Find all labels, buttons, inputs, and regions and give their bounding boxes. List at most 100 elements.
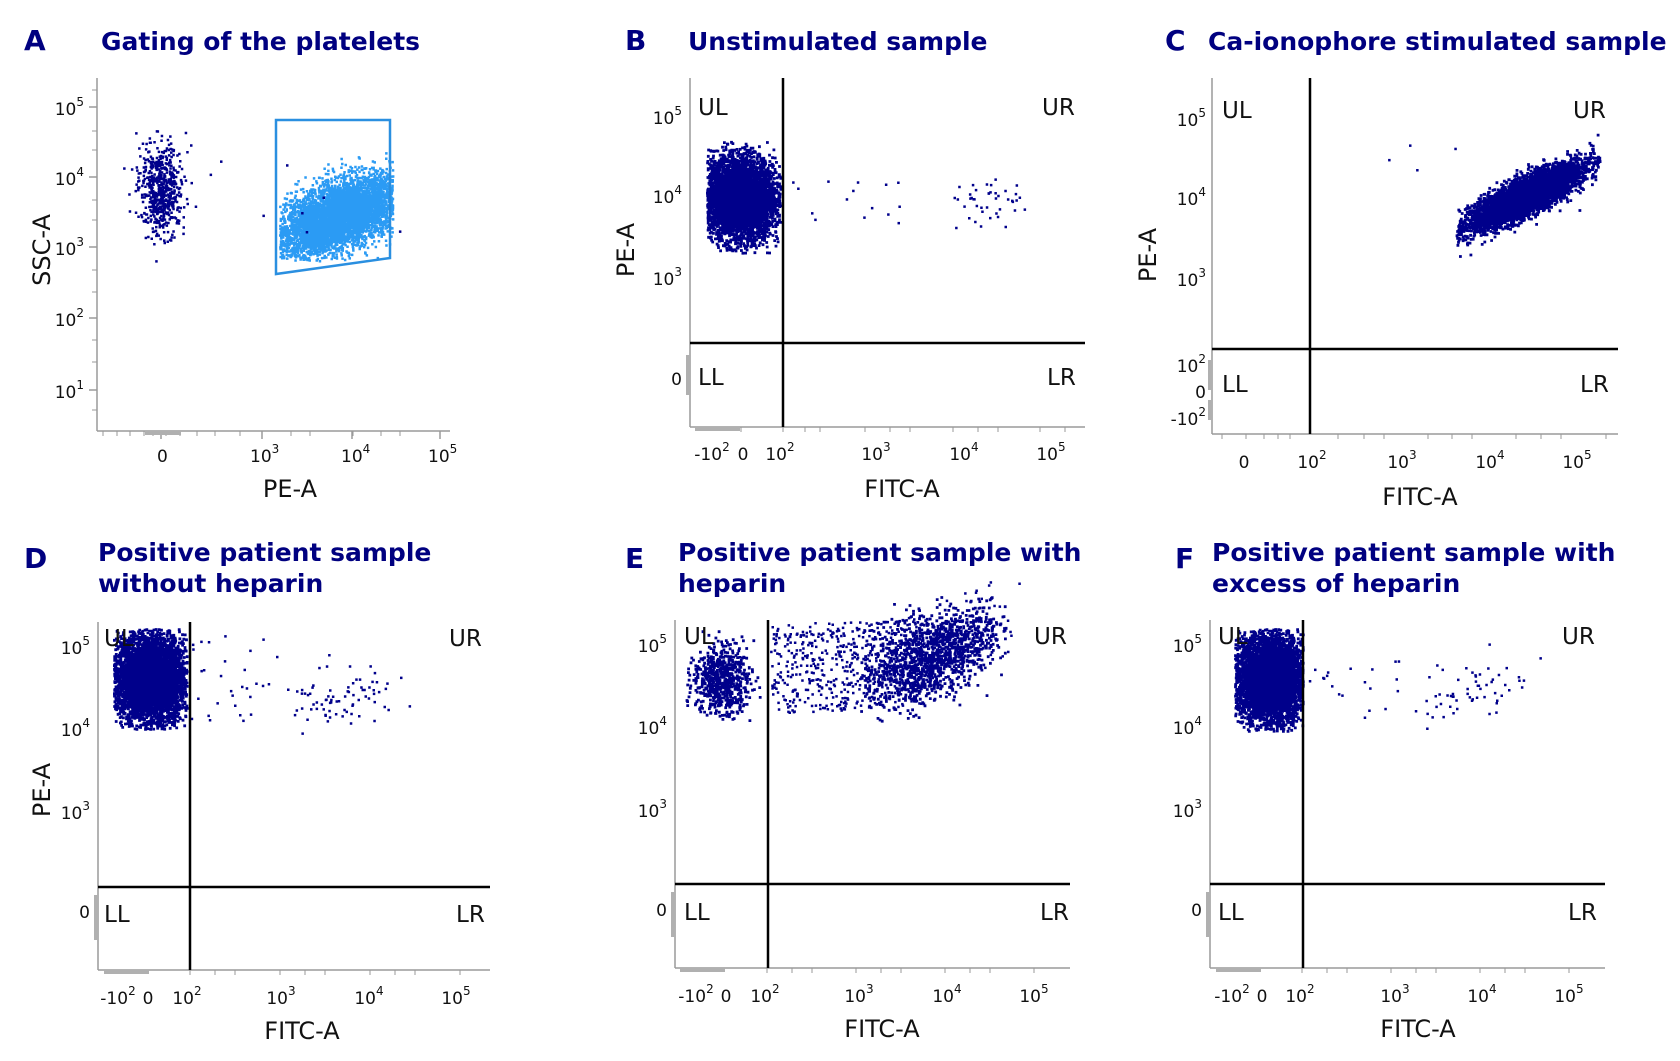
scatter-point xyxy=(776,629,779,633)
scatter-point xyxy=(796,632,799,635)
scatter-point xyxy=(783,633,787,636)
scatter-point xyxy=(843,650,846,654)
scatter-point xyxy=(840,634,843,638)
scatter-point xyxy=(144,236,148,240)
scatter-point xyxy=(173,236,176,239)
scatter-point xyxy=(789,633,792,636)
scatter-point xyxy=(897,687,900,690)
scatter-point xyxy=(842,701,846,705)
svg-text:105: 105 xyxy=(1036,440,1065,465)
scatter-point xyxy=(328,654,331,657)
scatter-point xyxy=(849,663,852,667)
scatter-point xyxy=(822,632,825,635)
scatter-point xyxy=(849,621,853,624)
scatter-point xyxy=(804,654,807,658)
scatter-point xyxy=(910,700,913,703)
scatter-point xyxy=(897,672,900,676)
scatter-point xyxy=(1388,158,1391,162)
svg-text:103: 103 xyxy=(1177,266,1206,291)
scatter-point xyxy=(923,686,926,689)
scatter-point xyxy=(786,703,789,706)
scatter-point xyxy=(919,677,923,680)
scatter-point xyxy=(779,676,783,679)
scatter-point xyxy=(224,635,227,638)
scatter-point xyxy=(870,695,874,699)
quadrant-label-ll: LL xyxy=(684,900,710,926)
scatter-point xyxy=(772,637,775,640)
scatter-point xyxy=(870,653,873,657)
scatter-point xyxy=(819,679,822,682)
scatter-point xyxy=(852,637,855,641)
scatter-point xyxy=(802,647,805,650)
scatter-point xyxy=(249,713,253,716)
scatter-point xyxy=(801,642,804,646)
panel-a: A Gating of the platelets xyxy=(0,0,560,530)
scatter-point xyxy=(286,164,289,167)
scatter-point xyxy=(846,697,849,700)
scatter-point xyxy=(855,702,858,705)
scatter-point xyxy=(778,636,781,640)
scatter-point xyxy=(208,719,212,722)
scatter-point xyxy=(825,683,828,687)
scatter-point xyxy=(1337,693,1341,696)
scatter-point xyxy=(815,678,818,681)
scatter-point xyxy=(817,689,821,693)
scatter-point xyxy=(792,701,795,704)
scatter-point xyxy=(909,684,912,687)
y-axis-label: PE-A xyxy=(612,222,640,277)
scatter-point xyxy=(799,649,802,652)
panel-letter: D xyxy=(24,542,48,575)
scatter-point xyxy=(859,704,863,707)
scatter-point xyxy=(300,707,304,710)
scatter-plot: -102 0 102 103 104 105 105 104 103 0 FIT… xyxy=(28,622,490,1045)
scatter-point xyxy=(868,659,871,663)
y-axis-label: PE-A xyxy=(1134,227,1162,282)
panel-f: F Positive patient sample with excess of… xyxy=(1160,530,1680,1061)
scatter-point xyxy=(990,635,993,639)
scatter-point xyxy=(798,698,802,702)
scatter-point xyxy=(920,663,923,667)
quadrant-label-ur: UR xyxy=(1034,624,1067,650)
scatter-point xyxy=(799,664,803,667)
quadrant-label-lr: LR xyxy=(456,902,485,928)
scatter-point xyxy=(875,657,878,660)
panel-title-line: without heparin xyxy=(98,569,324,598)
scatter-point xyxy=(787,624,791,627)
scatter-point xyxy=(805,635,808,638)
scatter-point xyxy=(786,683,789,686)
scatter-point xyxy=(852,691,855,695)
scatter-point xyxy=(255,682,258,685)
scatter-point xyxy=(791,667,794,670)
scatter-point xyxy=(771,626,774,629)
scatter-point xyxy=(836,705,839,708)
scatter-points xyxy=(1234,628,1542,733)
scatter-point xyxy=(838,654,841,658)
scatter-point xyxy=(851,668,855,672)
scatter-point xyxy=(169,135,172,138)
scatter-point xyxy=(863,216,866,219)
scatter-point xyxy=(843,669,847,673)
scatter-point xyxy=(814,218,817,222)
scatter-point xyxy=(773,683,776,686)
svg-text:103: 103 xyxy=(1173,797,1202,822)
scatter-point xyxy=(859,621,862,624)
scatter-point xyxy=(856,700,859,703)
scatter-point xyxy=(836,637,840,641)
scatter-point xyxy=(809,664,813,668)
scatter-points xyxy=(685,581,1021,723)
scatter-point xyxy=(976,658,980,661)
svg-text:104: 104 xyxy=(932,982,961,1007)
scatter-plot: -102 0 102 103 104 105 105 104 103 0 FIT… xyxy=(1173,620,1605,1043)
scatter-point xyxy=(209,173,213,177)
scatter-point-cloud xyxy=(287,665,412,735)
scatter-point xyxy=(793,654,796,658)
svg-text:-102: -102 xyxy=(1171,405,1206,430)
scatter-point xyxy=(812,662,815,665)
svg-text:102: 102 xyxy=(172,984,201,1009)
quadrant-label-ur: UR xyxy=(1562,624,1595,650)
scatter-point xyxy=(788,711,791,714)
scatter-point xyxy=(814,622,817,625)
scatter-point xyxy=(835,695,838,698)
scatter-point xyxy=(851,653,854,657)
scatter-point xyxy=(870,623,873,626)
